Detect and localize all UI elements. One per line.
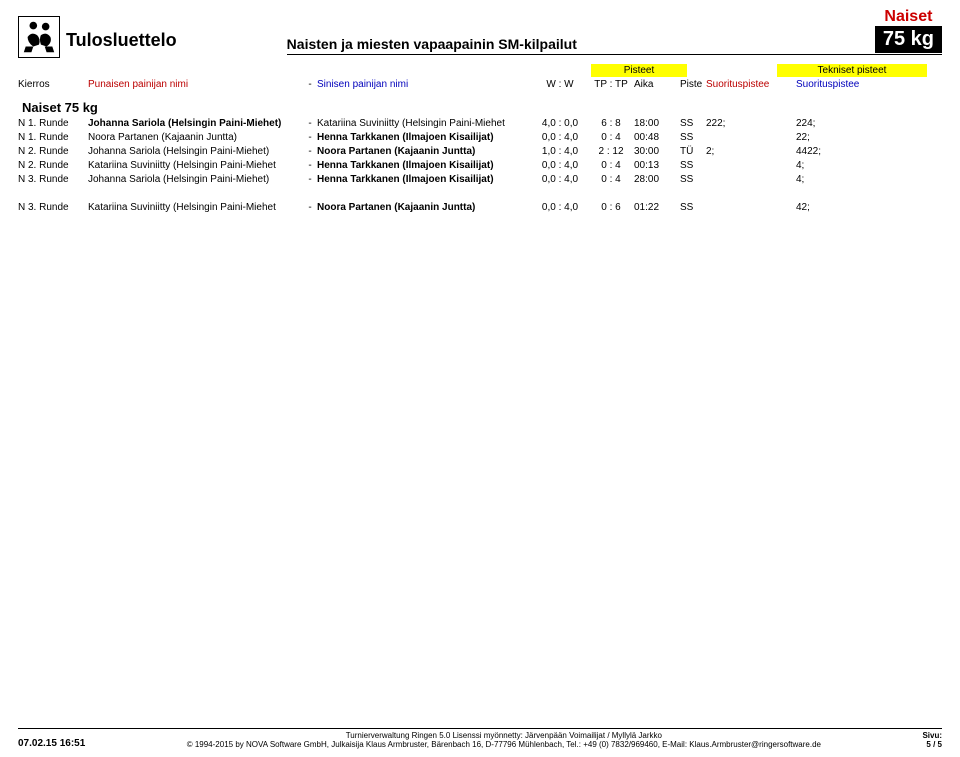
time-cell: 18:00 — [634, 118, 680, 129]
sp1-cell: 222; — [706, 118, 796, 129]
col-ww: W : W — [532, 79, 588, 90]
result-cell: SS — [680, 160, 706, 171]
col-dash: - — [303, 79, 317, 90]
round-cell: N 2. Runde — [18, 146, 88, 157]
dash: - — [303, 202, 317, 213]
dash: - — [303, 118, 317, 129]
bout-row: N 2. RundeJohanna Sariola (Helsingin Pai… — [18, 146, 942, 157]
red-wrestler: Katariina Suviniitty (Helsingin Paini-Mi… — [88, 202, 303, 213]
col-tptp: TP : TP — [588, 79, 634, 90]
column-headers: Pisteet Tekniset pisteet Kierros Punaise… — [18, 64, 942, 90]
time-cell: 00:48 — [634, 132, 680, 143]
sp2-cell: 42; — [796, 202, 856, 213]
time-cell: 28:00 — [634, 174, 680, 185]
ww-cell: 0,0 : 4,0 — [532, 160, 588, 171]
red-wrestler: Johanna Sariola (Helsingin Paini-Miehet) — [88, 118, 303, 129]
round-cell: N 3. Runde — [18, 202, 88, 213]
footer: 07.02.15 16:51 Turnierverwaltung Ringen … — [18, 728, 942, 749]
dash: - — [303, 160, 317, 171]
dash: - — [303, 146, 317, 157]
blue-wrestler: Noora Partanen (Kajaanin Juntta) — [317, 202, 532, 213]
blue-wrestler: Henna Tarkkanen (Ilmajoen Kisailijat) — [317, 160, 532, 171]
sp1-cell: 2; — [706, 146, 796, 157]
blue-wrestler: Katariina Suviniitty (Helsingin Paini-Mi… — [317, 118, 532, 129]
footer-page-label: Sivu: — [922, 731, 942, 740]
ww-cell: 0,0 : 4,0 — [532, 174, 588, 185]
sp2-cell: 4; — [796, 160, 856, 171]
blue-wrestler: Henna Tarkkanen (Ilmajoen Kisailijat) — [317, 174, 532, 185]
footer-page-number: 5 / 5 — [922, 740, 942, 749]
bout-row: N 2. RundeKatariina Suviniitty (Helsingi… — [18, 160, 942, 171]
col-blue: Sinisen painijan nimi — [317, 79, 532, 90]
sp2-cell: 4422; — [796, 146, 856, 157]
time-cell: 00:13 — [634, 160, 680, 171]
col-red: Punaisen painijan nimi — [88, 79, 303, 90]
round-cell: N 1. Runde — [18, 132, 88, 143]
ww-cell: 1,0 : 4,0 — [532, 146, 588, 157]
footer-license: Turnierverwaltung Ringen 5.0 Lisenssi my… — [85, 731, 922, 740]
bout-row: N 3. RundeJohanna Sariola (Helsingin Pai… — [18, 174, 942, 185]
tptp-cell: 0 : 4 — [588, 132, 634, 143]
tptp-cell: 2 : 12 — [588, 146, 634, 157]
points-label: Pisteet — [591, 64, 687, 77]
footer-copyright: © 1994-2015 by NOVA Software GmbH, Julka… — [85, 740, 922, 749]
tptp-cell: 0 : 4 — [588, 160, 634, 171]
category-badge: Naiset 75 kg — [875, 8, 942, 53]
weight-category-title: Naiset 75 kg — [22, 100, 942, 115]
tech-points-label: Tekniset pisteet — [777, 64, 927, 77]
blue-wrestler: Henna Tarkkanen (Ilmajoen Kisailijat) — [317, 132, 532, 143]
red-wrestler: Katariina Suviniitty (Helsingin Paini-Mi… — [88, 160, 303, 171]
category-gender: Naiset — [875, 8, 942, 26]
round-cell: N 2. Runde — [18, 160, 88, 171]
result-cell: SS — [680, 132, 706, 143]
red-wrestler: Johanna Sariola (Helsingin Paini-Miehet) — [88, 174, 303, 185]
dash: - — [303, 174, 317, 185]
header: Tulosluettelo Naisten ja miesten vapaapa… — [18, 16, 942, 58]
tptp-cell: 6 : 8 — [588, 118, 634, 129]
bout-row: N 1. RundeJohanna Sariola (Helsingin Pai… — [18, 118, 942, 129]
result-cell: SS — [680, 118, 706, 129]
blue-wrestler: Noora Partanen (Kajaanin Juntta) — [317, 146, 532, 157]
ww-cell: 4,0 : 0,0 — [532, 118, 588, 129]
red-wrestler: Noora Partanen (Kajaanin Juntta) — [88, 132, 303, 143]
time-cell: 30:00 — [634, 146, 680, 157]
result-cell: SS — [680, 174, 706, 185]
tptp-cell: 0 : 6 — [588, 202, 634, 213]
col-sp2: Suorituspistee — [796, 79, 856, 90]
bout-row: N 3. RundeKatariina Suviniitty (Helsingi… — [18, 202, 942, 213]
result-cell: SS — [680, 202, 706, 213]
event-title: Naisten ja miesten vapaapainin SM-kilpai… — [287, 36, 942, 55]
bouts-list: N 1. RundeJohanna Sariola (Helsingin Pai… — [18, 118, 942, 185]
round-cell: N 3. Runde — [18, 174, 88, 185]
col-sp1: Suorituspistee — [706, 79, 796, 90]
red-wrestler: Johanna Sariola (Helsingin Paini-Miehet) — [88, 146, 303, 157]
time-cell: 01:22 — [634, 202, 680, 213]
round-cell: N 1. Runde — [18, 118, 88, 129]
col-aika: Aika — [634, 79, 680, 90]
bouts-list-2: N 3. RundeKatariina Suviniitty (Helsingi… — [18, 202, 942, 213]
page-title: Tulosluettelo — [66, 30, 177, 51]
sp2-cell: 4; — [796, 174, 856, 185]
sp2-cell: 224; — [796, 118, 856, 129]
sp2-cell: 22; — [796, 132, 856, 143]
bout-row: N 1. RundeNoora Partanen (Kajaanin Juntt… — [18, 132, 942, 143]
col-piste: Piste — [680, 79, 706, 90]
col-kierros: Kierros — [18, 79, 88, 90]
result-cell: TÜ — [680, 146, 706, 157]
ww-cell: 0,0 : 4,0 — [532, 132, 588, 143]
tptp-cell: 0 : 4 — [588, 174, 634, 185]
category-weight: 75 kg — [875, 26, 942, 53]
dash: - — [303, 132, 317, 143]
footer-timestamp: 07.02.15 16:51 — [18, 738, 85, 749]
wrestling-logo-icon — [18, 16, 60, 58]
ww-cell: 0,0 : 4,0 — [532, 202, 588, 213]
